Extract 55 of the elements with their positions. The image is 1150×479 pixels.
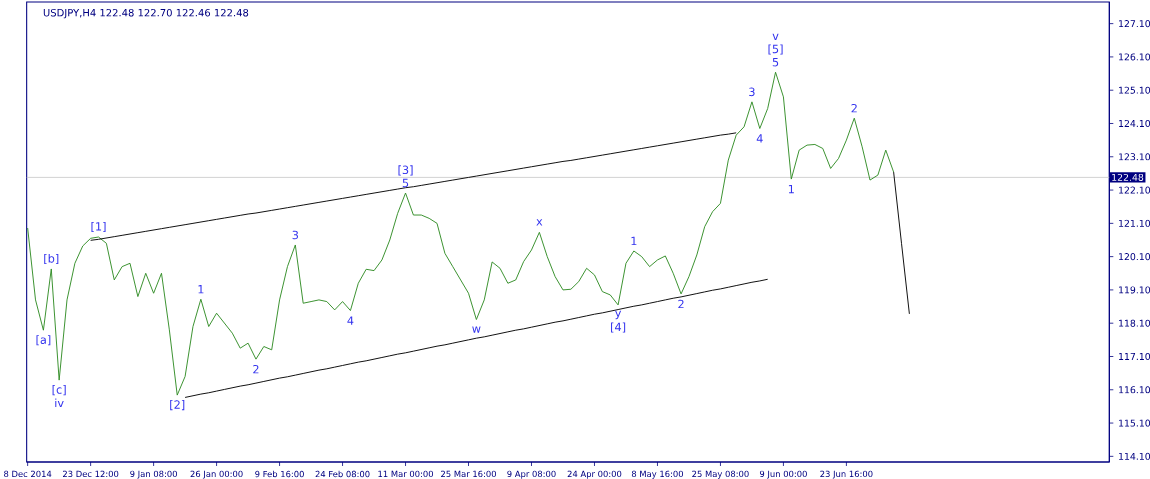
annotation: [1] bbox=[91, 221, 106, 233]
x-tick-label: 25 Mar 16:00 bbox=[441, 470, 496, 478]
y-tick-label: 115.10 bbox=[1119, 419, 1150, 427]
x-tick-label: 24 Apr 00:00 bbox=[567, 470, 622, 479]
y-tick-label: 125.10 bbox=[1119, 86, 1150, 94]
annotation: 2 bbox=[678, 299, 684, 309]
annotation: [b] bbox=[44, 253, 59, 264]
annotation: 5 bbox=[402, 178, 409, 188]
x-tick-label: 26 Jan 00:00 bbox=[190, 470, 243, 479]
annotation: 2 bbox=[253, 364, 259, 374]
ref-line-label: 122.48 bbox=[1112, 173, 1144, 181]
annotation: 4 bbox=[756, 134, 763, 143]
annotation: [a] bbox=[36, 335, 51, 346]
annotation: 3 bbox=[292, 230, 299, 240]
y-tick-label: 114.10 bbox=[1119, 452, 1150, 460]
annotation: [3] bbox=[398, 165, 413, 176]
x-tick-label: 24 Feb 08:00 bbox=[315, 470, 370, 478]
x-tick-label: 8 Dec 2014 bbox=[4, 470, 52, 478]
annotation: [4] bbox=[611, 322, 626, 333]
annotation: x bbox=[536, 219, 543, 226]
text: USDJPY,H4 122.48 122.70 122.46 122.48 bbox=[43, 8, 249, 19]
y-tick-label: 119.10 bbox=[1119, 286, 1150, 294]
annotation: 1 bbox=[198, 285, 204, 294]
y-tick-label: 117.10 bbox=[1119, 352, 1150, 361]
x-tick-label: 25 May 08:00 bbox=[692, 470, 749, 479]
y-tick-label: 116.10 bbox=[1119, 386, 1150, 394]
y-tick-label: 123.10 bbox=[1119, 153, 1150, 161]
x-tick-label: 9 Feb 16:00 bbox=[255, 470, 304, 478]
annotation: y bbox=[615, 310, 622, 320]
y-tick-label: 121.10 bbox=[1119, 219, 1150, 227]
annotation: 3 bbox=[749, 87, 755, 97]
annotation: 2 bbox=[851, 103, 857, 113]
y-tick-label: 124.10 bbox=[1119, 119, 1150, 128]
annotation: [c] bbox=[52, 385, 66, 396]
annotation: 4 bbox=[347, 316, 354, 325]
x-tick-label: 23 Dec 12:00 bbox=[62, 470, 119, 478]
x-tick-label: 9 Apr 08:00 bbox=[507, 470, 556, 479]
y-tick-label: 127.10 bbox=[1119, 20, 1150, 28]
x-tick-label: 9 Jun 00:00 bbox=[759, 470, 807, 479]
y-tick-label: 118.10 bbox=[1119, 319, 1150, 327]
x-tick-label: 23 Jun 16:00 bbox=[820, 470, 873, 479]
annotation: v bbox=[772, 33, 779, 40]
annotation: 1 bbox=[788, 184, 794, 194]
y-tick-label: 120.10 bbox=[1119, 253, 1150, 261]
annotation: w bbox=[472, 326, 481, 333]
x-tick-label: 11 Mar 00:00 bbox=[378, 470, 434, 478]
annotation: [5] bbox=[768, 44, 783, 55]
y-tick-label: 122.10 bbox=[1119, 186, 1150, 194]
annotation: iv bbox=[55, 398, 64, 408]
annotation: [2] bbox=[170, 400, 185, 411]
annotation: 5 bbox=[772, 58, 779, 67]
x-tick-label: 9 Jan 08:00 bbox=[130, 470, 177, 479]
y-tick-label: 126.10 bbox=[1119, 53, 1150, 61]
x-tick-label: 8 May 16:00 bbox=[631, 470, 684, 479]
annotation: 1 bbox=[631, 236, 637, 246]
